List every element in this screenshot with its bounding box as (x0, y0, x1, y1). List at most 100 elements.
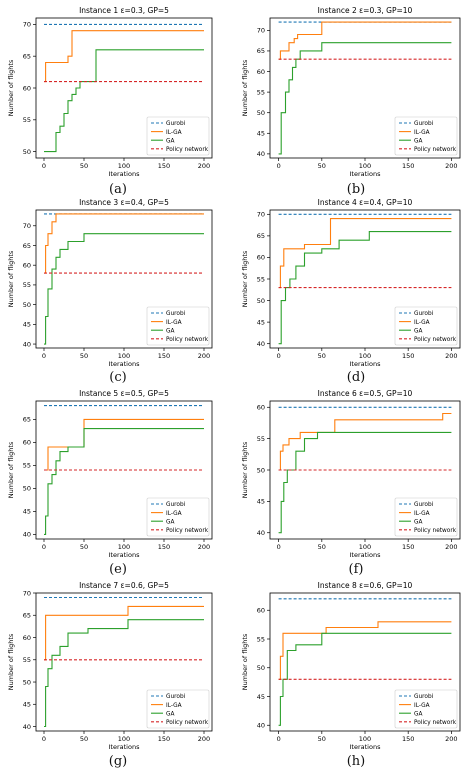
x-tick-label: 50 (80, 735, 88, 743)
legend-label: Gurobi (414, 694, 434, 700)
panel-label-a: (a) (109, 182, 127, 197)
legend-label: IL-GA (414, 130, 430, 136)
legend-box (394, 116, 458, 156)
legend-box (394, 497, 458, 537)
y-tick-label: 55 (257, 435, 265, 443)
x-tick-label: 100 (118, 735, 130, 743)
y-tick-label: 45 (257, 498, 265, 506)
series-line-il-ga (278, 412, 452, 471)
legend-box (394, 689, 458, 729)
x-tick-label: 100 (359, 735, 371, 743)
y-tick-label: 65 (23, 612, 31, 620)
y-tick-label: 60 (23, 84, 31, 92)
y-tick-label: 50 (257, 297, 265, 305)
series-line-ga (44, 619, 204, 728)
y-tick-label: 60 (257, 404, 265, 412)
x-tick-label: 150 (158, 735, 170, 743)
y-tick-label: 40 (23, 340, 31, 348)
y-tick-label: 45 (257, 693, 265, 701)
y-tick-label: 55 (23, 656, 31, 664)
x-tick-label: 100 (118, 352, 130, 360)
y-tick-label: 50 (257, 664, 265, 672)
y-tick-label: 50 (23, 148, 31, 156)
x-tick-label: 200 (198, 543, 210, 551)
x-tick-label: 200 (198, 352, 210, 360)
legend-label: Policy network (414, 720, 457, 726)
x-tick-label: 150 (402, 162, 414, 170)
y-tick-label: 70 (23, 222, 31, 230)
y-axis-label: Number of flights (241, 633, 249, 690)
series-line-ga (44, 428, 204, 535)
x-tick-label: 200 (445, 543, 457, 551)
legend: Gurobi IL-GA GA Policy network (394, 116, 458, 156)
legend: Gurobi IL-GA GA Policy network (146, 116, 210, 156)
y-tick-label: 45 (23, 321, 31, 329)
y-axis-label: Number of flights (241, 59, 249, 116)
panel-label-d: (d) (346, 370, 366, 385)
legend: Gurobi IL-GA GA Policy network (394, 306, 458, 346)
y-tick-label: 40 (257, 722, 265, 730)
legend-box (146, 497, 210, 537)
legend-label: GA (166, 138, 174, 144)
series-line-il-ga (278, 21, 452, 60)
legend-label: IL-GA (166, 130, 182, 136)
x-tick-label: 0 (42, 735, 46, 743)
y-tick-label: 65 (23, 416, 31, 424)
legend-label: Policy network (166, 720, 209, 726)
legend-label: Gurobi (166, 121, 186, 127)
x-tick-label: 0 (277, 735, 281, 743)
y-tick-label: 50 (23, 678, 31, 686)
y-tick-label: 60 (23, 634, 31, 642)
series-line-ga (278, 231, 452, 345)
series-line-il-ga (44, 418, 204, 471)
y-tick-label: 60 (23, 439, 31, 447)
x-tick-label: 50 (80, 352, 88, 360)
legend-label: Gurobi (166, 502, 186, 508)
chart-title: Instance 4 ε=0.4, GP=10 (318, 198, 413, 207)
y-tick-label: 50 (257, 466, 265, 474)
legend-label: IL-GA (414, 703, 430, 709)
chart-5: Instance 5 ε=0.5, GP=5 0 50 100 150 200 40 45 50… (7, 389, 213, 559)
y-tick-label: 45 (23, 508, 31, 516)
legend-label: GA (414, 328, 422, 334)
y-tick-label: 65 (23, 242, 31, 250)
chart-title: Instance 3 ε=0.4, GP=5 (79, 198, 169, 207)
chart-7: Instance 7 ε=0.6, GP=5 0 50 100 150 200 40 45 50… (7, 581, 213, 751)
legend: Gurobi IL-GA GA Policy network (394, 689, 458, 729)
series-line-ga (278, 632, 452, 726)
y-tick-label: 70 (257, 27, 265, 35)
x-axis-label: Iterations (350, 360, 382, 368)
y-tick-label: 40 (257, 340, 265, 348)
y-tick-label: 55 (257, 275, 265, 283)
legend-box (146, 306, 210, 346)
x-tick-label: 0 (42, 352, 46, 360)
legend-label: GA (414, 711, 422, 717)
y-tick-label: 45 (257, 130, 265, 138)
chart-4: Instance 4 ε=0.4, GP=10 0 50 100 150 200 40 45 5… (241, 198, 461, 368)
x-tick-label: 0 (42, 543, 46, 551)
y-axis-label: Number of flights (7, 441, 15, 498)
legend-box (146, 116, 210, 156)
x-axis-label: Iterations (350, 551, 382, 559)
x-axis-label: Iterations (109, 170, 141, 178)
series-line-ga (44, 233, 204, 345)
y-tick-label: 55 (23, 462, 31, 470)
legend-label: Policy network (414, 147, 457, 153)
series-line-ga (44, 49, 204, 153)
x-axis-label: Iterations (109, 743, 141, 751)
x-tick-label: 200 (445, 735, 457, 743)
legend-label: GA (414, 519, 422, 525)
chart-3: Instance 3 ε=0.4, GP=5 0 50 100 150 200 40 45 50… (7, 198, 213, 368)
legend-label: IL-GA (414, 320, 430, 326)
x-axis-label: Iterations (350, 743, 382, 751)
panel-label-b: (b) (346, 182, 366, 197)
x-axis-label: Iterations (109, 551, 141, 559)
chart-title: Instance 2 ε=0.3, GP=10 (318, 6, 413, 15)
legend-label: GA (166, 519, 174, 525)
x-tick-label: 0 (277, 352, 281, 360)
chart-title: Instance 7 ε=0.6, GP=5 (79, 581, 169, 590)
y-tick-label: 40 (23, 723, 31, 731)
legend-label: Policy network (414, 337, 457, 343)
